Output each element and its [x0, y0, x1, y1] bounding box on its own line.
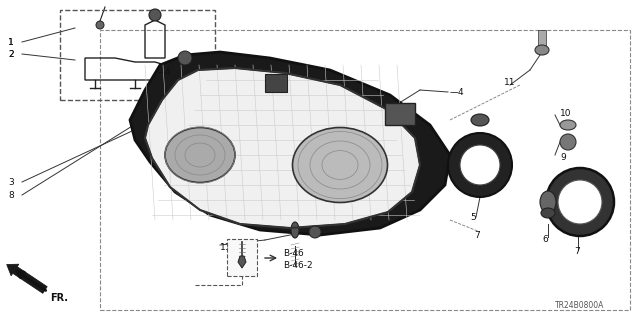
Circle shape — [178, 51, 192, 65]
Text: 2: 2 — [8, 50, 13, 59]
Circle shape — [309, 226, 321, 238]
Bar — [265, 74, 287, 92]
Text: —4: —4 — [157, 68, 172, 76]
Text: 10: 10 — [560, 108, 572, 117]
Text: B-46-2: B-46-2 — [283, 260, 312, 269]
Bar — [385, 103, 415, 125]
FancyArrow shape — [6, 264, 47, 293]
Text: 5: 5 — [470, 212, 476, 221]
Text: 9: 9 — [560, 153, 566, 162]
Text: 7: 7 — [574, 247, 580, 257]
Ellipse shape — [535, 45, 549, 55]
Text: 1: 1 — [8, 37, 13, 46]
Polygon shape — [145, 68, 420, 228]
Ellipse shape — [471, 114, 489, 126]
Text: 3: 3 — [8, 178, 13, 187]
Text: —4: —4 — [450, 87, 465, 97]
Text: 6: 6 — [542, 235, 548, 244]
Text: B-46: B-46 — [283, 249, 304, 258]
Bar — [538, 30, 546, 50]
Ellipse shape — [292, 127, 387, 203]
Ellipse shape — [540, 191, 556, 213]
Circle shape — [149, 9, 161, 21]
Text: 2: 2 — [8, 50, 13, 59]
Text: 8: 8 — [8, 190, 13, 199]
Circle shape — [560, 134, 576, 150]
Text: 11: 11 — [220, 243, 232, 252]
Ellipse shape — [291, 222, 299, 238]
Polygon shape — [238, 256, 246, 268]
Ellipse shape — [560, 120, 576, 130]
Text: 7: 7 — [474, 231, 480, 241]
Circle shape — [558, 180, 602, 224]
Ellipse shape — [165, 127, 235, 182]
Circle shape — [546, 168, 614, 236]
Polygon shape — [130, 52, 450, 235]
Text: 11: 11 — [504, 77, 515, 86]
Text: TR24B0800A: TR24B0800A — [555, 300, 604, 309]
Ellipse shape — [541, 208, 555, 218]
FancyBboxPatch shape — [227, 239, 257, 276]
Circle shape — [460, 145, 500, 185]
Circle shape — [448, 133, 512, 197]
Circle shape — [96, 21, 104, 29]
Text: 1: 1 — [8, 37, 13, 46]
Text: FR.: FR. — [50, 293, 68, 303]
